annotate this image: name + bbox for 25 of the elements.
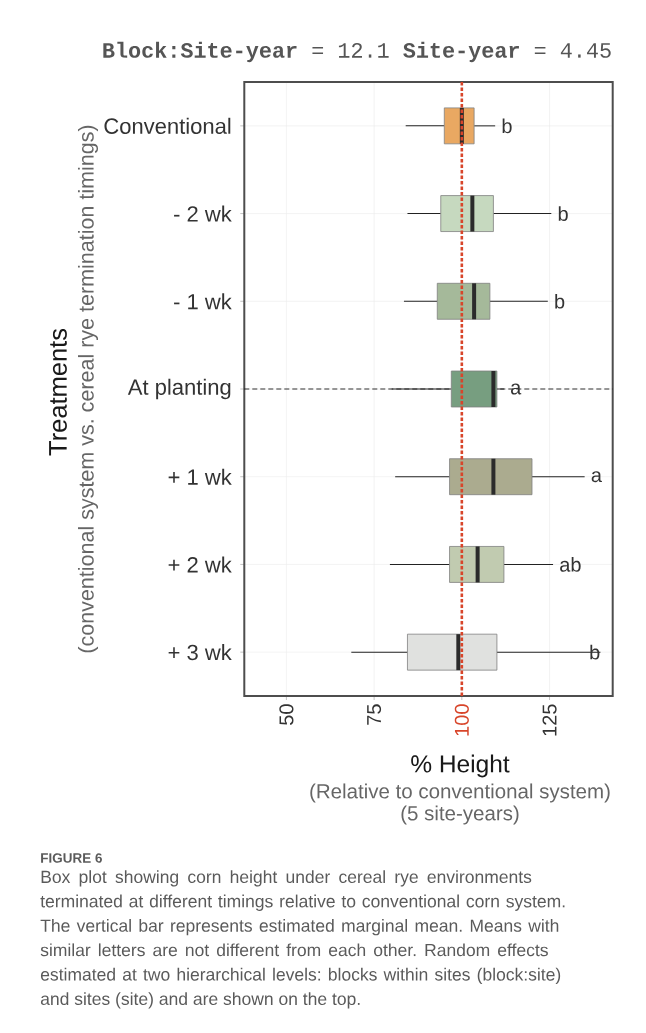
annotation: a: [510, 383, 522, 395]
text: (conventional system vs. cereal rye termination timings): [77, 125, 99, 653]
y-tick-label: - 1 wk: [174, 293, 232, 310]
annotation: a: [591, 471, 602, 483]
annotation: ab: [560, 557, 581, 572]
text: (Relative to conventional system): [310, 783, 610, 803]
x-tick-label: 100: [454, 704, 469, 736]
text: Box plot showing corn height under cereal rye environments terminated at different timings relative to conventional corn system. The vertical bar represents estimated marginal mean. Means with similar letters are not different from each other. Random effects estimated at two hierarchical levels: blocks within sites (block:site) and sites (site) and are shown on the top.: [40, 870, 565, 1009]
chart-title: Block:Site-year = 12.1 Site-year = 4.45: [103, 41, 611, 63]
annotation: b: [555, 293, 565, 309]
y-tick-label: + 1 wk: [168, 468, 232, 485]
y-axis-title: Treatments: [49, 328, 67, 456]
caption: FIGURE 6: [41, 853, 102, 863]
y-tick-label: + 2 wk: [168, 556, 232, 573]
annotation: b: [502, 118, 512, 134]
y-tick-label: At planting: [127, 378, 231, 400]
y-tick-label: + 3 wk: [168, 644, 232, 661]
y-tick-label: - 2 wk: [174, 205, 232, 222]
x-tick-label: 75: [367, 704, 382, 725]
x-tick-label: 125: [542, 704, 557, 736]
x-axis-title: % Height: [411, 754, 510, 778]
text: (5 site-years): [401, 805, 519, 825]
annotation: b: [558, 206, 568, 221]
x-tick-label: 50: [279, 704, 294, 725]
y-tick-label: Conventional: [104, 117, 231, 134]
